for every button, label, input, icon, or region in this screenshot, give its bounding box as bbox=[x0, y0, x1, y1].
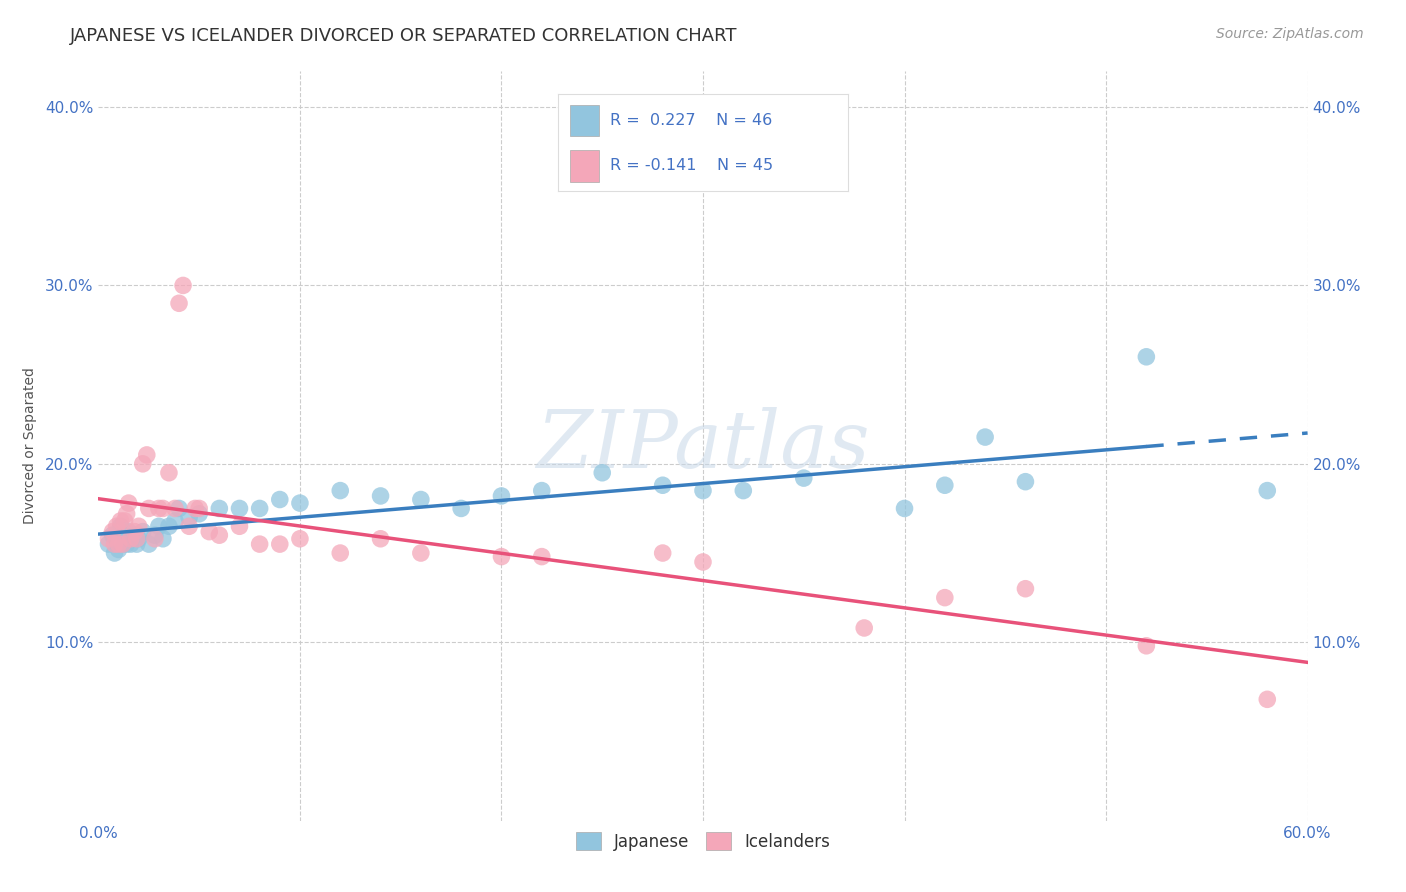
Point bbox=[179, 510, 201, 524]
Point bbox=[163, 501, 186, 516]
Point bbox=[132, 524, 155, 539]
Point bbox=[370, 489, 392, 503]
Point bbox=[107, 542, 129, 557]
Point bbox=[125, 537, 148, 551]
Point bbox=[120, 537, 142, 551]
Point bbox=[143, 528, 166, 542]
Point bbox=[692, 555, 714, 569]
Point bbox=[135, 448, 157, 462]
Point bbox=[329, 546, 352, 560]
Point bbox=[198, 524, 221, 539]
Point bbox=[853, 621, 876, 635]
Point bbox=[167, 296, 190, 310]
Point bbox=[1256, 692, 1278, 706]
Point bbox=[128, 519, 150, 533]
Point bbox=[138, 537, 160, 551]
Point bbox=[157, 466, 180, 480]
Point bbox=[118, 524, 141, 539]
Point bbox=[530, 549, 553, 564]
Point bbox=[733, 483, 755, 498]
Point bbox=[651, 478, 673, 492]
Point bbox=[208, 528, 231, 542]
Point bbox=[115, 537, 138, 551]
Point bbox=[157, 519, 180, 533]
Point bbox=[110, 519, 132, 533]
Point bbox=[228, 519, 250, 533]
Point bbox=[1014, 582, 1036, 596]
Point bbox=[105, 532, 128, 546]
Point bbox=[228, 501, 250, 516]
Point bbox=[152, 532, 174, 546]
Point bbox=[114, 528, 136, 542]
Point bbox=[124, 524, 146, 539]
Point bbox=[893, 501, 915, 516]
Point bbox=[120, 532, 142, 546]
Point bbox=[288, 496, 311, 510]
Point bbox=[591, 466, 613, 480]
Point bbox=[249, 501, 271, 516]
Point bbox=[143, 532, 166, 546]
Text: JAPANESE VS ICELANDER DIVORCED OR SEPARATED CORRELATION CHART: JAPANESE VS ICELANDER DIVORCED OR SEPARA… bbox=[70, 27, 738, 45]
Point bbox=[288, 532, 311, 546]
Point bbox=[793, 471, 815, 485]
Point bbox=[934, 591, 956, 605]
Point bbox=[692, 483, 714, 498]
Legend: Japanese, Icelanders: Japanese, Icelanders bbox=[569, 826, 837, 857]
Point bbox=[124, 528, 146, 542]
Y-axis label: Divorced or Separated: Divorced or Separated bbox=[22, 368, 37, 524]
Text: Source: ZipAtlas.com: Source: ZipAtlas.com bbox=[1216, 27, 1364, 41]
Point bbox=[114, 514, 136, 528]
Point bbox=[269, 537, 291, 551]
Point bbox=[97, 537, 120, 551]
Point bbox=[152, 501, 174, 516]
Point bbox=[103, 537, 125, 551]
Point bbox=[188, 507, 211, 521]
Point bbox=[103, 546, 125, 560]
Point bbox=[101, 528, 124, 542]
Point bbox=[491, 549, 513, 564]
Point bbox=[107, 537, 129, 551]
Point bbox=[249, 537, 271, 551]
Point bbox=[179, 519, 201, 533]
Point bbox=[138, 501, 160, 516]
Point bbox=[97, 532, 120, 546]
Point bbox=[651, 546, 673, 560]
Point bbox=[111, 537, 134, 551]
Point bbox=[530, 483, 553, 498]
Point bbox=[128, 532, 150, 546]
Point bbox=[1256, 483, 1278, 498]
Point bbox=[208, 501, 231, 516]
Point bbox=[329, 483, 352, 498]
Point bbox=[974, 430, 997, 444]
Point bbox=[132, 457, 155, 471]
Point bbox=[172, 278, 194, 293]
Point bbox=[1014, 475, 1036, 489]
Point bbox=[105, 519, 128, 533]
Point bbox=[409, 492, 432, 507]
Point bbox=[188, 501, 211, 516]
Point bbox=[1135, 350, 1157, 364]
Point bbox=[148, 519, 170, 533]
Point bbox=[148, 501, 170, 516]
Point bbox=[450, 501, 472, 516]
Point bbox=[1135, 639, 1157, 653]
Text: ZIPatlas: ZIPatlas bbox=[536, 408, 870, 484]
Point bbox=[111, 537, 134, 551]
Point bbox=[110, 514, 132, 528]
Point bbox=[115, 507, 138, 521]
Point bbox=[491, 489, 513, 503]
Point bbox=[118, 496, 141, 510]
Point bbox=[269, 492, 291, 507]
Point bbox=[101, 524, 124, 539]
Point bbox=[184, 501, 207, 516]
Point bbox=[370, 532, 392, 546]
Point bbox=[167, 501, 190, 516]
Point bbox=[934, 478, 956, 492]
Point bbox=[409, 546, 432, 560]
Point bbox=[163, 514, 186, 528]
Point bbox=[125, 532, 148, 546]
